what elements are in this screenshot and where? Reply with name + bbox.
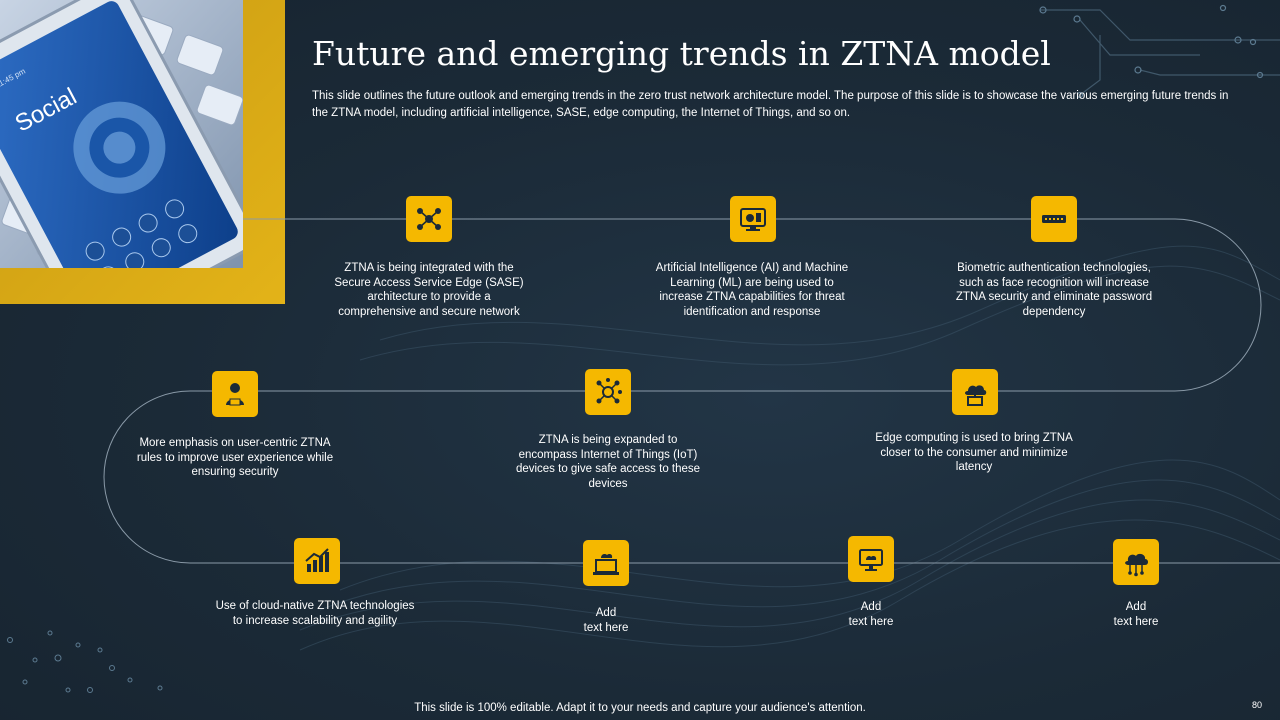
biometric-icon <box>1031 196 1077 242</box>
page-number: 80 <box>1251 700 1262 710</box>
trend-text-cloud-native: Use of cloud-native ZTNA technologies to… <box>215 600 415 627</box>
ai-monitor-icon <box>730 196 776 242</box>
cloud-laptop-icon <box>583 540 629 586</box>
trend-text-ai-ml: Artificial Intelligence (AI) and Machine… <box>655 262 849 318</box>
user-icon <box>212 371 258 417</box>
cloud-monitor-icon <box>848 536 894 582</box>
trend-text-iot: ZTNA is being expanded to encompass Inte… <box>515 434 701 490</box>
cloud-network-icon <box>1113 539 1159 585</box>
trend-text-add-2[interactable]: Add text here <box>848 601 894 628</box>
hero-image-frame: Social 11:45 pm <box>0 0 285 304</box>
network-people-icon <box>406 196 452 242</box>
iot-hub-icon <box>585 369 631 415</box>
trend-text-edge: Edge computing is used to bring ZTNA clo… <box>875 432 1073 473</box>
page-title: Future and emerging trends in ZTNA model <box>312 34 1051 73</box>
hero-phone-image: Social 11:45 pm <box>0 0 243 268</box>
page-subtitle: This slide outlines the future outlook a… <box>312 90 1229 119</box>
growth-chart-icon <box>294 538 340 584</box>
trend-text-biometric: Biometric authentication technologies, s… <box>955 262 1153 318</box>
footer-note: This slide is 100% editable. Adapt it to… <box>414 702 866 714</box>
edge-cloud-icon <box>952 369 998 415</box>
trend-text-add-3[interactable]: Add text here <box>1113 601 1159 628</box>
trend-text-add-1[interactable]: Add text here <box>583 607 629 634</box>
trend-text-sase: ZTNA is being integrated with the Secure… <box>334 262 524 318</box>
trend-text-user-centric: More emphasis on user-centric ZTNA rules… <box>136 437 334 478</box>
